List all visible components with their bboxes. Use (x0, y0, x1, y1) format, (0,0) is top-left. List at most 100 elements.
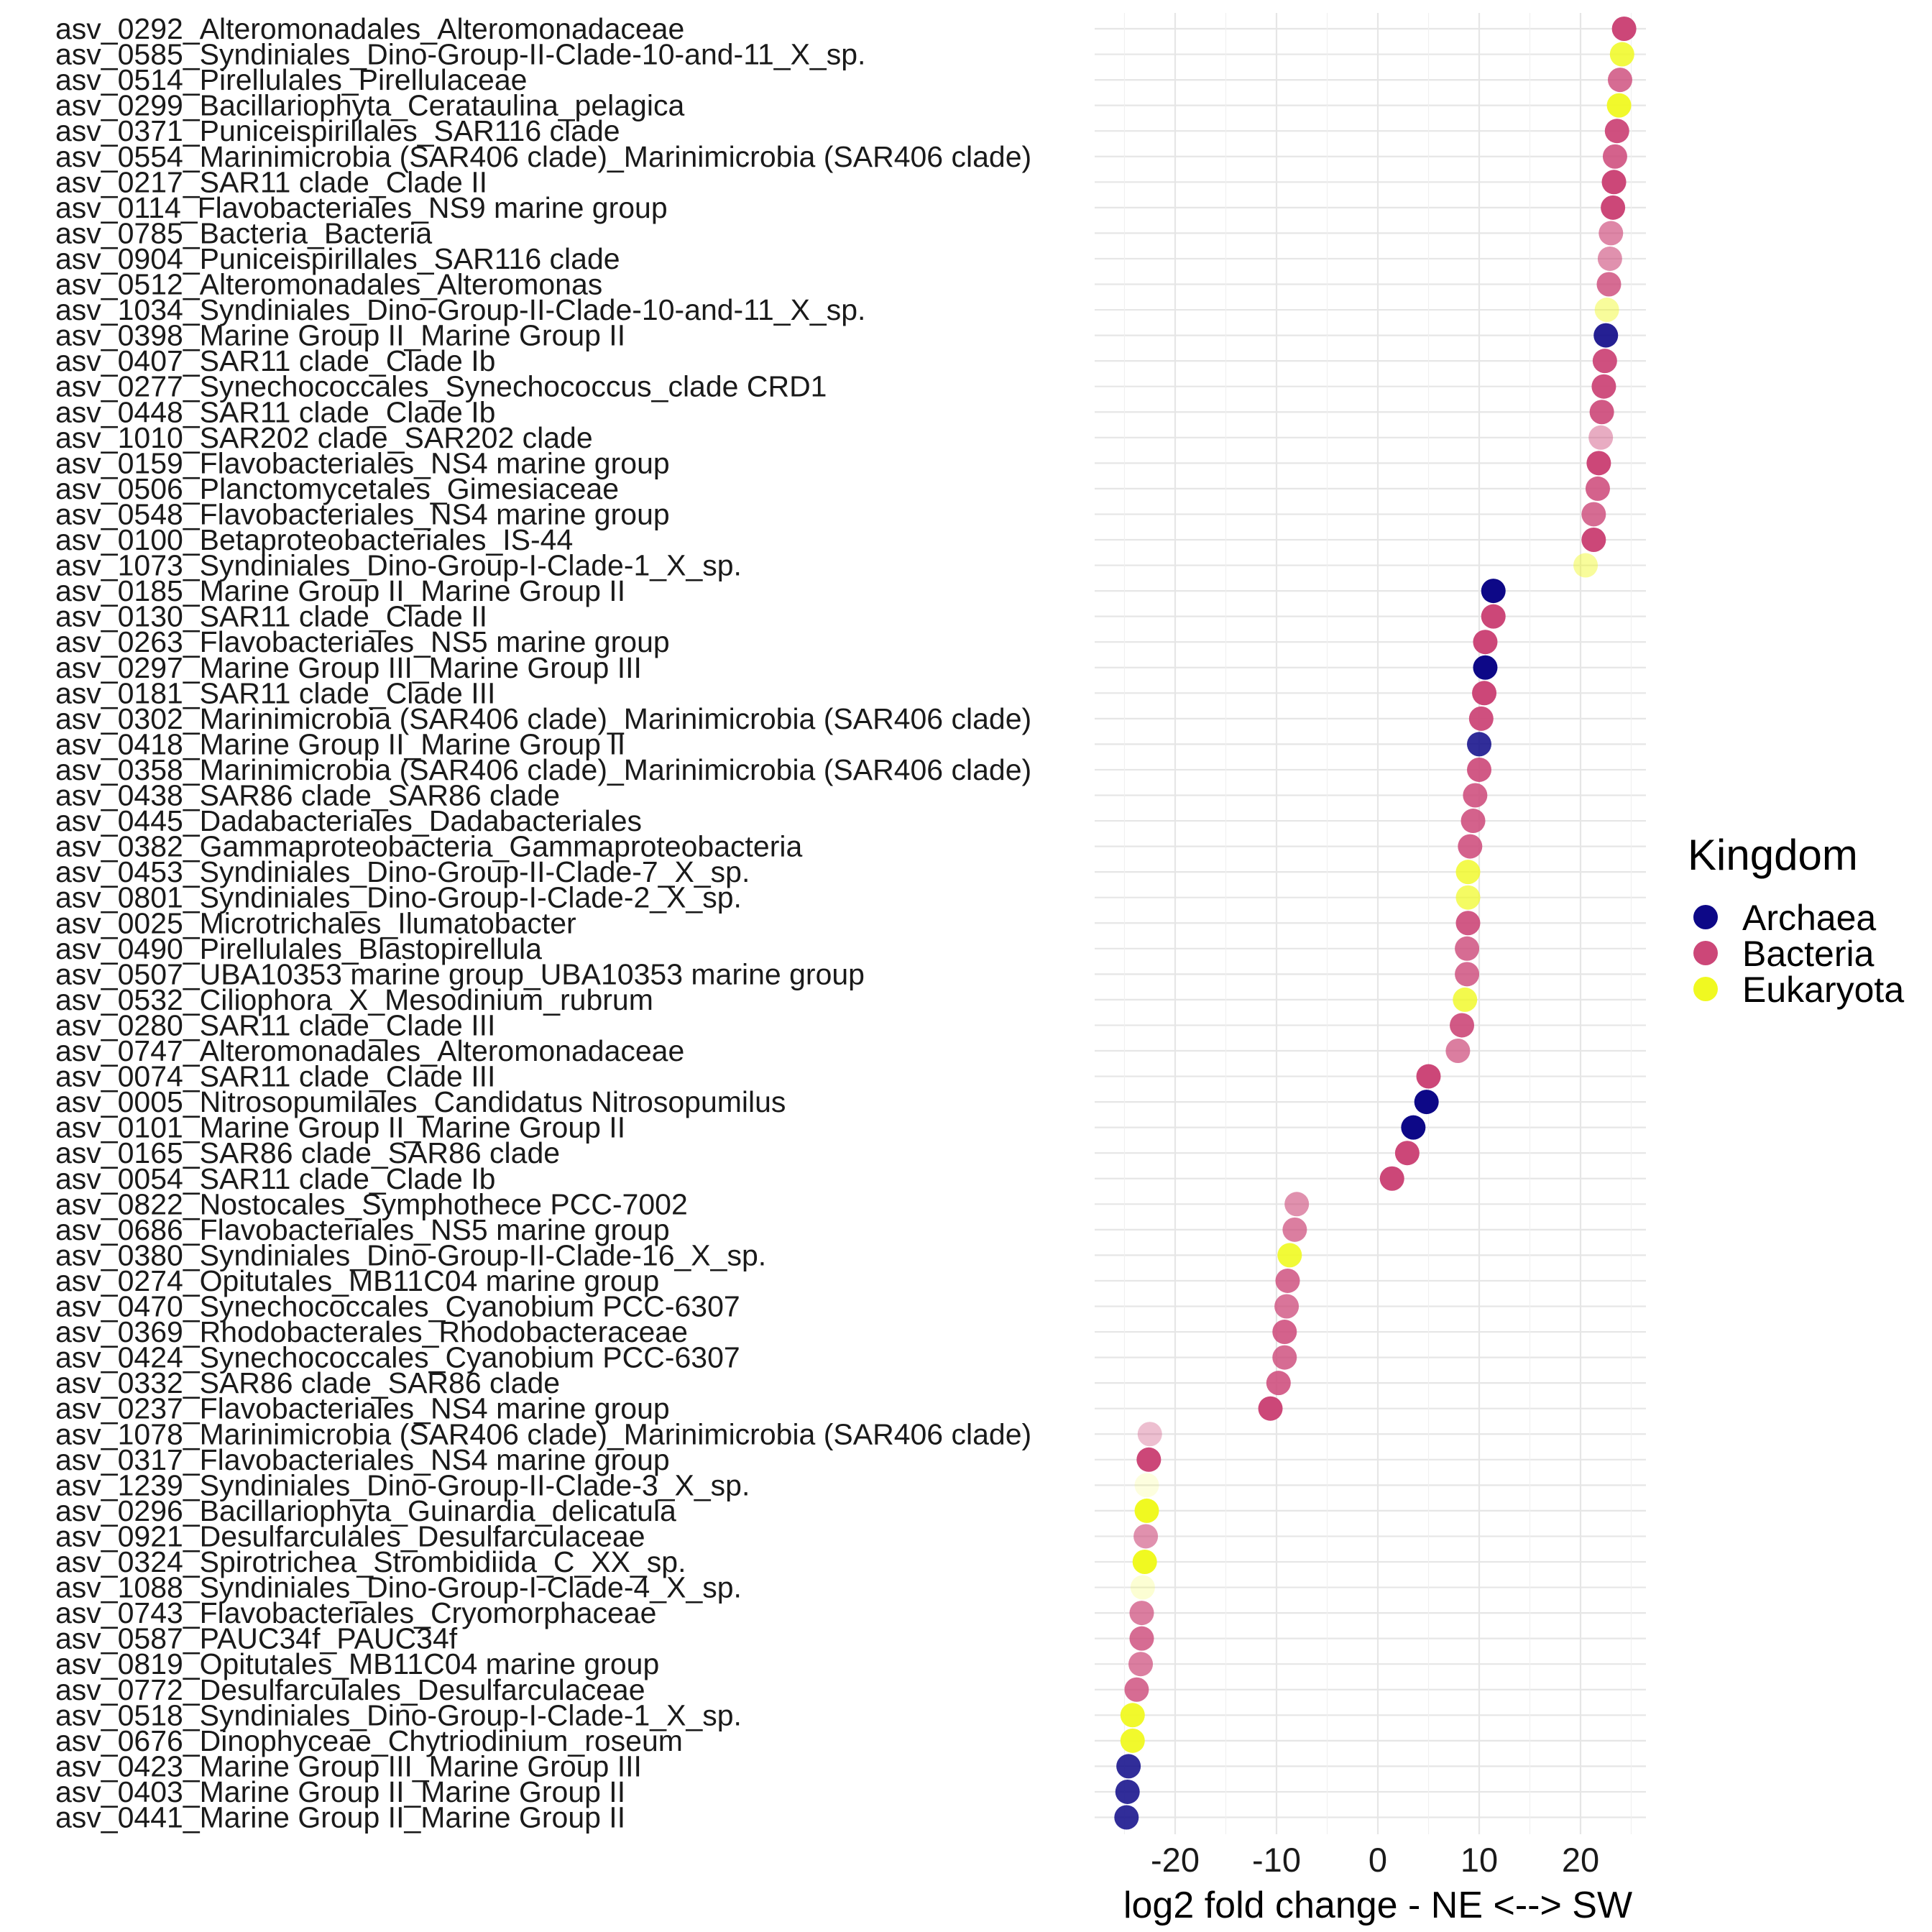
legend-key (1693, 941, 1718, 965)
data-points (1114, 17, 1637, 1830)
y-tick-label: asv_0676_Dinophyceae_Chytriodinium_roseu… (55, 1724, 683, 1757)
data-point (1450, 1013, 1475, 1038)
x-tick-label: -20 (1151, 1841, 1200, 1879)
data-point (1133, 1524, 1159, 1549)
y-tick-label: asv_0445_Dadabacteriales_Dadabacteriales (55, 804, 642, 837)
data-point (1481, 604, 1506, 629)
y-tick-label: asv_0165_SAR86 clade_SAR86 clade (55, 1136, 560, 1169)
y-tick-label: asv_0424_Synechococcales_Cyanobium PCC-6… (55, 1341, 740, 1374)
y-tick-label: asv_0490_Pirellulales_Blastopirellula (55, 932, 542, 965)
data-point (1129, 1601, 1154, 1626)
y-tick-label: asv_0506_Planctomycetales_Gimesiaceae (55, 472, 619, 505)
y-tick-label: asv_1078_Marinimicrobia (SAR406 clade)_M… (55, 1417, 1031, 1450)
y-tick-label: asv_0217_SAR11 clade_Clade II (55, 165, 487, 198)
y-tick-label: asv_0185_Marine Group II_Marine Group II (55, 574, 625, 607)
data-point (1115, 1779, 1140, 1804)
y-tick-label: asv_0518_Syndiniales_Dino-Group-I-Clade-… (55, 1698, 742, 1731)
y-tick-label: asv_0317_Flavobacteriales_NS4 marine gro… (55, 1443, 670, 1476)
data-point (1473, 630, 1498, 655)
data-point (1130, 1575, 1155, 1600)
y-tick-label: asv_0585_Syndiniales_Dino-Group-II-Clade… (55, 38, 865, 71)
y-tick-label: asv_0772_Desulfarculales_Desulfarculacea… (55, 1673, 645, 1706)
data-point (1591, 374, 1616, 399)
data-point (1601, 195, 1626, 220)
data-point (1275, 1268, 1300, 1293)
data-point (1274, 1294, 1300, 1319)
data-point (1473, 655, 1498, 680)
y-tick-label: asv_0822_Nostocales_Symphothece PCC-7002 (55, 1187, 688, 1220)
y-tick-label: asv_0382_Gammaproteobacteria_Gammaproteo… (55, 830, 802, 863)
data-point (1116, 1754, 1141, 1779)
y-tick-label: asv_0507_UBA10353 marine group_UBA10353 … (55, 957, 865, 990)
y-tick-label: asv_0512_Alteromonadales_Alteromonas (55, 268, 602, 301)
legend-label: Bacteria (1742, 934, 1874, 974)
y-tick-label: asv_0280_SAR11 clade_Clade III (55, 1008, 495, 1041)
data-point (1455, 860, 1481, 885)
y-tick-label: asv_1088_Syndiniales_Dino-Group-I-Clade-… (55, 1571, 742, 1604)
y-tick-label: asv_0801_Syndiniales_Dino-Group-I-Clade-… (55, 881, 742, 914)
data-point (1445, 1039, 1471, 1063)
y-tick-label: asv_0686_Flavobacteriales_NS5 marine gro… (55, 1213, 670, 1246)
legend-key (1693, 905, 1718, 929)
data-point (1467, 732, 1491, 757)
y-tick-label: asv_0448_SAR11 clade_Clade Ib (55, 395, 495, 428)
y-tick-label: asv_0159_Flavobacteriales_NS4 marine gro… (55, 446, 670, 479)
data-point (1589, 400, 1614, 425)
y-tick-label: asv_0100_Betaproteobacteriales_IS-44 (55, 523, 573, 556)
y-tick-label: asv_0005_Nitrosopumilales_Candidatus Nit… (55, 1085, 786, 1118)
y-axis-labels: asv_0292_Alteromonadales_Alteromonadacea… (55, 12, 1031, 1834)
data-point (1597, 246, 1622, 271)
y-tick-label: asv_0380_Syndiniales_Dino-Group-II-Clade… (55, 1238, 766, 1271)
y-tick-label: asv_0514_Pirellulales_Pirellulaceae (55, 63, 527, 96)
x-axis-title: log2 fold change - NE <--> SW (1123, 1885, 1632, 1926)
legend-title: Kingdom (1688, 831, 1858, 879)
y-tick-label: asv_0074_SAR11 clade_Clade III (55, 1060, 495, 1093)
data-point (1394, 1141, 1420, 1166)
data-point (1581, 502, 1606, 527)
data-point (1272, 1345, 1297, 1370)
y-tick-label: asv_1010_SAR202 clade_SAR202 clade (55, 421, 593, 454)
data-point (1120, 1703, 1145, 1728)
y-tick-label: asv_0398_Marine Group II_Marine Group II (55, 319, 625, 352)
data-point (1606, 93, 1632, 118)
data-point (1463, 783, 1488, 808)
data-point (1416, 1064, 1441, 1089)
y-tick-label: asv_0743_Flavobacteriales_Cryomorphaceae (55, 1596, 656, 1629)
data-point (1134, 1498, 1159, 1523)
data-point (1120, 1728, 1145, 1753)
data-point (1581, 528, 1606, 552)
y-tick-label: asv_0453_Syndiniales_Dino-Group-II-Clade… (55, 855, 750, 888)
data-point (1114, 1805, 1139, 1830)
data-point (1453, 987, 1478, 1012)
data-point (1272, 1320, 1297, 1345)
y-tick-label: asv_0441_Marine Group II_Marine Group II (55, 1801, 625, 1834)
y-tick-label: asv_0274_Opitutales_MB11C04 marine group (55, 1264, 659, 1297)
data-point (1481, 579, 1506, 604)
x-tick-label: -10 (1252, 1841, 1301, 1879)
y-tick-label: asv_0785_Bacteria_Bacteria (55, 216, 432, 249)
x-tick-label: 0 (1368, 1841, 1387, 1879)
y-tick-label: asv_0371_Puniceispirillales_SAR116 clade (55, 114, 620, 147)
data-point (1596, 272, 1622, 297)
data-point (1593, 323, 1619, 348)
y-tick-label: asv_0263_Flavobacteriales_NS5 marine gro… (55, 625, 670, 658)
data-point (1455, 885, 1481, 910)
data-point (1401, 1115, 1426, 1140)
data-point (1132, 1550, 1157, 1574)
data-point (1598, 221, 1624, 246)
data-point (1414, 1090, 1439, 1115)
y-tick-label: asv_1034_Syndiniales_Dino-Group-II-Clade… (55, 293, 865, 326)
data-point (1282, 1217, 1307, 1242)
data-point (1588, 425, 1614, 450)
y-tick-label: asv_1073_Syndiniales_Dino-Group-I-Clade-… (55, 549, 742, 582)
y-tick-label: asv_0299_Bacillariophyta_Cerataulina_pel… (55, 89, 684, 122)
data-point (1601, 170, 1627, 195)
data-point (1379, 1166, 1404, 1191)
y-tick-label: asv_0054_SAR11 clade_Clade Ib (55, 1162, 495, 1195)
data-point (1611, 17, 1637, 41)
y-tick-label: asv_0747_Alteromonadales_Alteromonadacea… (55, 1034, 684, 1067)
data-point (1277, 1243, 1302, 1268)
data-point (1134, 1473, 1159, 1498)
